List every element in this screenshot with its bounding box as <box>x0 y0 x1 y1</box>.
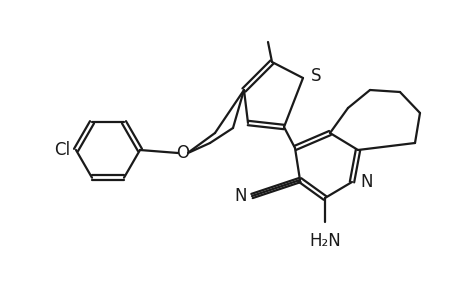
Text: N: N <box>234 187 246 205</box>
Text: H₂N: H₂N <box>308 232 340 250</box>
Text: Cl: Cl <box>54 141 70 159</box>
Text: O: O <box>176 144 189 162</box>
Text: S: S <box>310 67 321 85</box>
Text: N: N <box>359 173 372 191</box>
